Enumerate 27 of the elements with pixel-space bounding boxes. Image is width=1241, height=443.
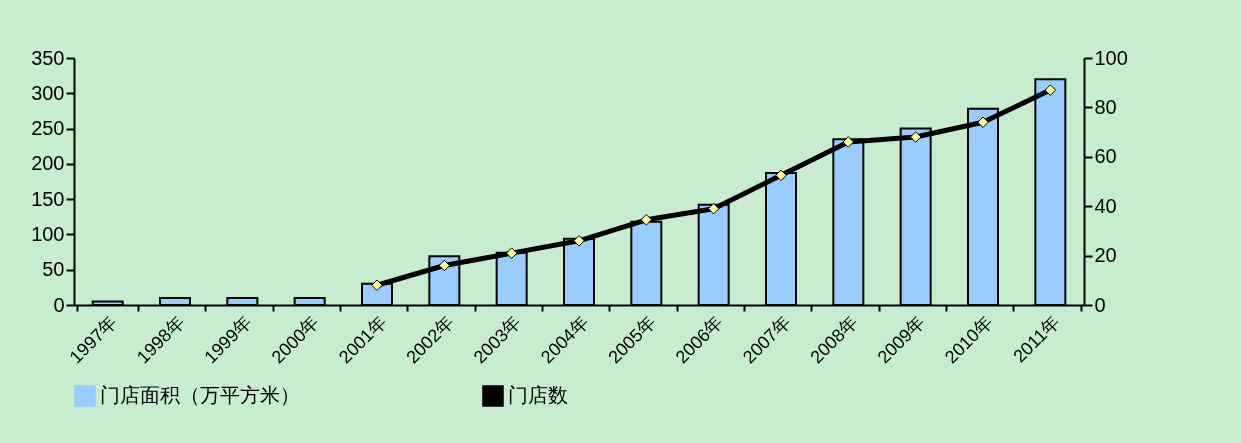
y-tick-label: 100 xyxy=(31,222,65,245)
y-tick-label: 350 xyxy=(31,46,65,69)
y-tick-label: 150 xyxy=(31,187,65,210)
y-tick-label: 200 xyxy=(31,152,65,175)
point xyxy=(505,247,518,259)
y2-tick-label: 80 xyxy=(1094,95,1117,118)
y2-tick-label: 20 xyxy=(1094,244,1117,267)
point xyxy=(707,202,720,215)
y2-tick-label: 100 xyxy=(1094,46,1128,69)
point xyxy=(371,279,383,291)
y-tick-label: 0 xyxy=(53,293,65,316)
point xyxy=(842,136,855,148)
point xyxy=(775,169,787,182)
y2-tick-label: 0 xyxy=(1094,293,1106,316)
point xyxy=(438,259,451,272)
point xyxy=(1044,84,1057,96)
point xyxy=(573,235,585,247)
y2-tick-label: 40 xyxy=(1094,194,1117,217)
point xyxy=(977,116,989,128)
point xyxy=(909,131,922,143)
legend-label: 门店面积（万平方米） xyxy=(100,384,300,406)
y-tick-label: 50 xyxy=(42,258,65,281)
y-tick-label: 300 xyxy=(31,81,65,104)
y-tick-label: 250 xyxy=(31,117,65,140)
legend-label: 门店数 xyxy=(508,384,568,406)
y2-tick-label: 60 xyxy=(1094,145,1117,168)
point xyxy=(640,214,653,226)
